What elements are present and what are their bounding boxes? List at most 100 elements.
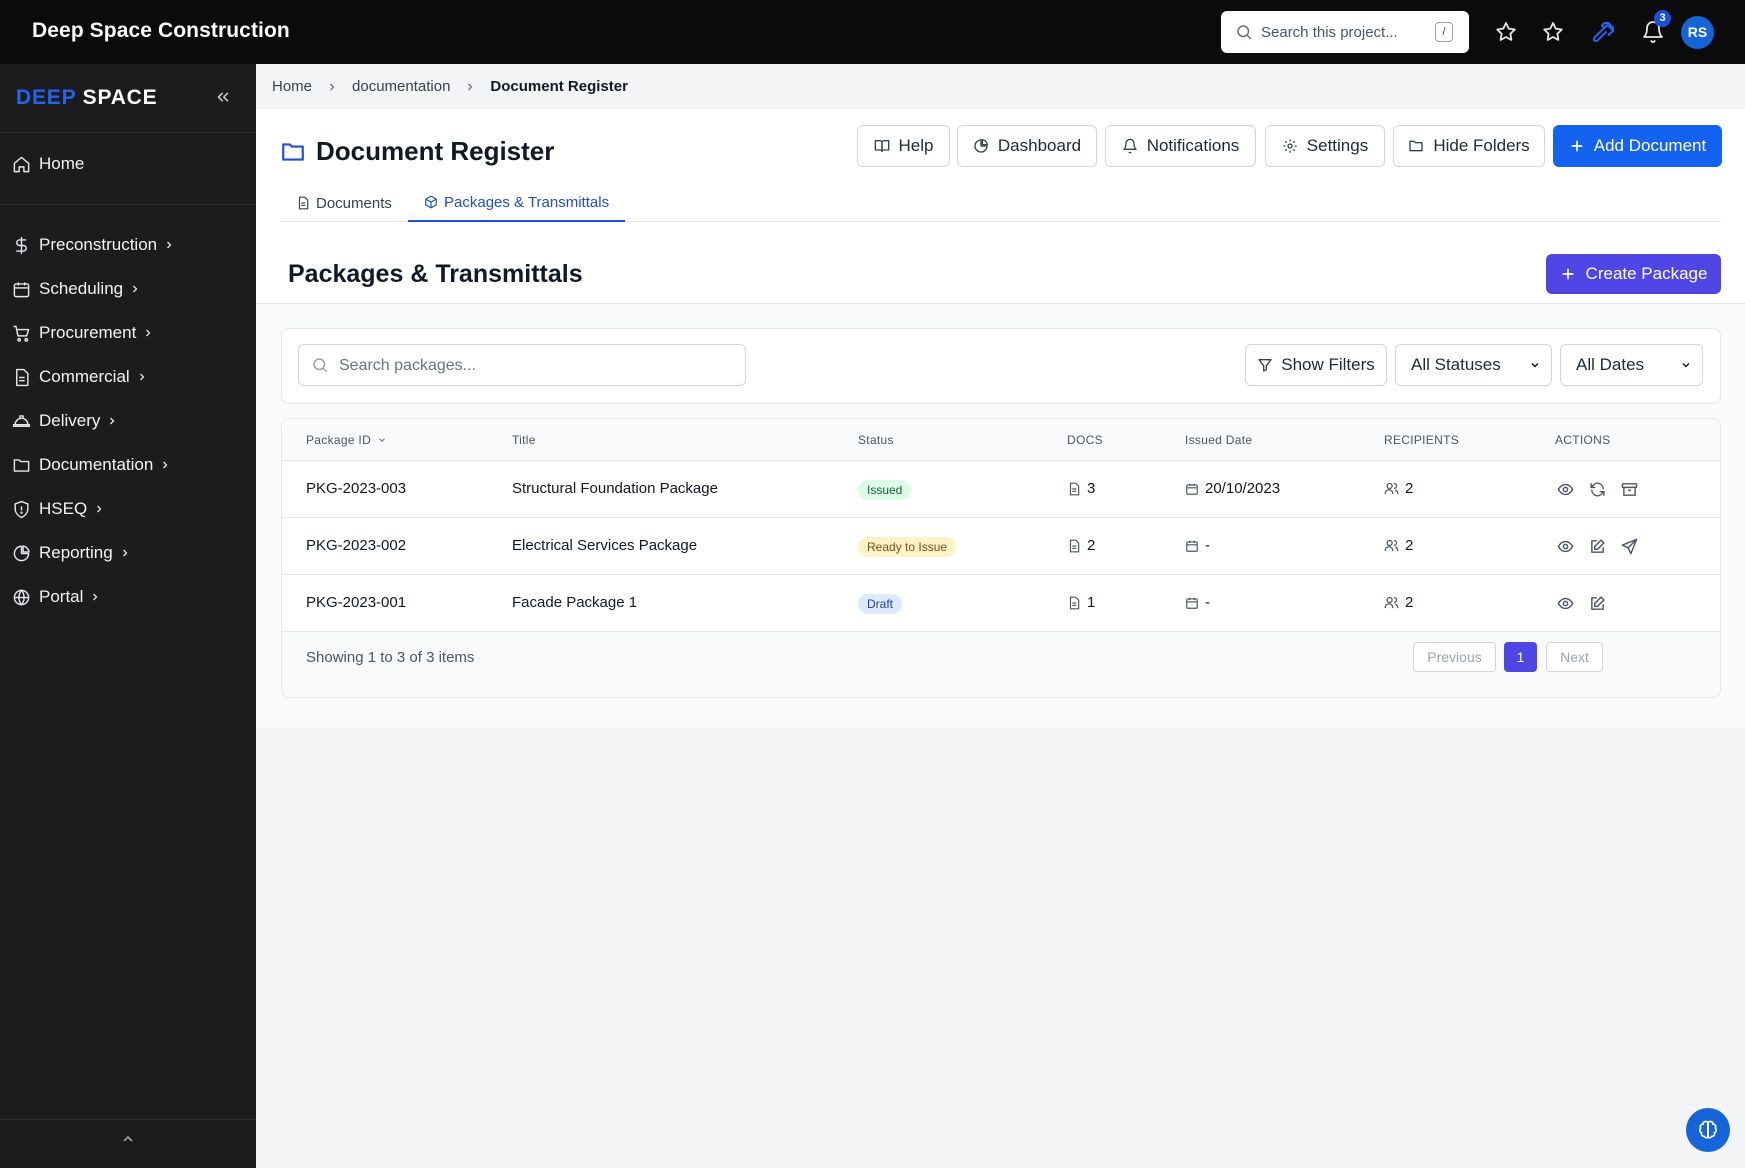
- issued-date: -: [1185, 594, 1210, 611]
- sidebar-item-portal[interactable]: Portal: [12, 583, 101, 611]
- status-select[interactable]: All Statuses: [1395, 344, 1552, 386]
- calendar-icon: [1185, 596, 1199, 610]
- column-label: Package ID: [306, 433, 372, 447]
- chevron-right-icon: [159, 459, 171, 471]
- breadcrumb-documentation[interactable]: documentation: [352, 78, 451, 95]
- hide-folders-button-label: Hide Folders: [1433, 136, 1530, 155]
- eye-icon[interactable]: [1557, 595, 1574, 612]
- chevron-down-icon: [1529, 359, 1541, 371]
- column-actions: ACTIONS: [1555, 433, 1611, 447]
- refresh-icon[interactable]: [1589, 481, 1606, 498]
- favorites-star-icon[interactable]: [1541, 20, 1565, 44]
- assistant-button[interactable]: [1686, 1108, 1730, 1152]
- tab-documents[interactable]: Documents: [280, 184, 408, 222]
- sidebar-item-documentation[interactable]: Documentation: [12, 451, 171, 479]
- pie-chart-icon: [12, 544, 31, 563]
- package-search-placeholder: Search packages...: [339, 357, 476, 374]
- eye-icon[interactable]: [1557, 538, 1574, 555]
- archive-icon[interactable]: [1621, 481, 1638, 498]
- sidebar-item-hseq[interactable]: HSEQ: [12, 495, 105, 523]
- sidebar-item-commercial[interactable]: Commercial: [12, 363, 148, 391]
- chevron-right-icon: [326, 81, 338, 93]
- sidebar-item-reporting[interactable]: Reporting: [12, 539, 131, 567]
- edit-icon[interactable]: [1589, 538, 1606, 555]
- tab-packages-transmittals[interactable]: Packages & Transmittals: [408, 184, 626, 222]
- main-content: Home documentation Document Register Doc…: [256, 64, 1745, 1168]
- help-button-label: Help: [898, 136, 934, 155]
- calendar-icon: [1185, 539, 1199, 553]
- section-title: Packages & Transmittals: [288, 260, 583, 288]
- packages-content: Search packages... Show Filters All Stat…: [256, 303, 1745, 728]
- chevron-right-icon: [89, 591, 101, 603]
- hide-folders-button[interactable]: Hide Folders: [1393, 125, 1545, 167]
- chevron-right-icon: [119, 547, 131, 559]
- sidebar-item-procurement[interactable]: Procurement: [12, 319, 154, 347]
- notifications-button[interactable]: Notifications: [1105, 125, 1256, 167]
- sidebar: DEEP SPACE Home Preconstruction Scheduli…: [0, 64, 256, 1168]
- page-header: Document Register Help Dashboard Notific…: [256, 109, 1745, 303]
- next-page-button[interactable]: Next: [1546, 642, 1603, 672]
- logo-deep: DEEP: [16, 86, 77, 109]
- brain-icon: [1697, 1119, 1719, 1141]
- collapse-sidebar-icon[interactable]: [214, 88, 232, 106]
- sidebar-item-scheduling[interactable]: Scheduling: [12, 275, 141, 303]
- column-package-id[interactable]: Package ID: [306, 433, 387, 447]
- status-badge: Draft: [858, 594, 903, 614]
- breadcrumb-home[interactable]: Home: [272, 78, 313, 95]
- plus-icon: [1560, 266, 1576, 282]
- chevron-up-icon[interactable]: [120, 1131, 136, 1147]
- sidebar-item-preconstruction[interactable]: Preconstruction: [12, 231, 175, 259]
- create-package-label: Create Package: [1585, 264, 1708, 283]
- dashboard-button[interactable]: Dashboard: [957, 125, 1097, 167]
- pagination-summary: Showing 1 to 3 of 3 items: [306, 649, 475, 666]
- table-row[interactable]: PKG-2023-003 Structural Foundation Packa…: [282, 461, 1720, 518]
- bell-icon[interactable]: [1641, 20, 1665, 44]
- search-shortcut-key: /: [1435, 22, 1453, 42]
- settings-button[interactable]: Settings: [1265, 125, 1385, 167]
- send-icon[interactable]: [1621, 538, 1638, 555]
- project-search-input[interactable]: Search this project... /: [1221, 11, 1469, 53]
- sidebar-item-label: HSEQ: [39, 499, 88, 518]
- document-icon: [1067, 539, 1081, 553]
- table-row[interactable]: PKG-2023-001 Facade Package 1 Draft 1 - …: [282, 575, 1720, 632]
- notifications-button-label: Notifications: [1146, 136, 1240, 155]
- calendar-icon: [12, 280, 31, 299]
- globe-icon: [12, 588, 31, 607]
- package-search-input[interactable]: Search packages...: [298, 344, 746, 386]
- hammer-icon[interactable]: [1591, 20, 1615, 44]
- table-row[interactable]: PKG-2023-002 Electrical Services Package…: [282, 518, 1720, 575]
- sidebar-item-label: Home: [39, 154, 85, 173]
- create-package-button[interactable]: Create Package: [1546, 254, 1721, 294]
- previous-page-button[interactable]: Previous: [1413, 642, 1496, 672]
- recipients-value: 2: [1405, 480, 1414, 497]
- recipients-count: 2: [1384, 537, 1413, 554]
- package-title: Structural Foundation Package: [512, 480, 718, 497]
- recipients-value: 2: [1405, 594, 1414, 611]
- chevron-right-icon: [136, 371, 148, 383]
- help-button[interactable]: Help: [857, 125, 950, 167]
- users-icon: [1384, 538, 1399, 553]
- package-title: Facade Package 1: [512, 594, 638, 611]
- filter-bar: Search packages... Show Filters All Stat…: [281, 328, 1721, 404]
- search-placeholder: Search this project...: [1261, 24, 1398, 41]
- show-filters-label: Show Filters: [1281, 355, 1375, 374]
- sidebar-logo[interactable]: DEEP SPACE: [16, 86, 157, 110]
- docs-count: 2: [1067, 537, 1095, 554]
- show-filters-button[interactable]: Show Filters: [1245, 344, 1387, 386]
- table-footer: Showing 1 to 3 of 3 items Previous 1 Nex…: [282, 632, 1720, 697]
- document-icon: [12, 368, 31, 387]
- sidebar-item-delivery[interactable]: Delivery: [12, 407, 118, 435]
- edit-icon[interactable]: [1589, 595, 1606, 612]
- sort-chevron-icon: [377, 435, 387, 445]
- search-icon: [311, 356, 329, 374]
- user-avatar[interactable]: RS: [1681, 16, 1714, 49]
- sidebar-item-label: Delivery: [39, 411, 101, 430]
- date-select[interactable]: All Dates: [1560, 344, 1703, 386]
- calendar-icon: [1185, 482, 1199, 496]
- star-icon[interactable]: [1494, 20, 1518, 44]
- page-1-button[interactable]: 1: [1504, 642, 1537, 672]
- page-title: Document Register: [280, 136, 554, 167]
- add-document-button[interactable]: Add Document: [1553, 125, 1722, 167]
- eye-icon[interactable]: [1557, 481, 1574, 498]
- sidebar-item-home[interactable]: Home: [12, 150, 84, 178]
